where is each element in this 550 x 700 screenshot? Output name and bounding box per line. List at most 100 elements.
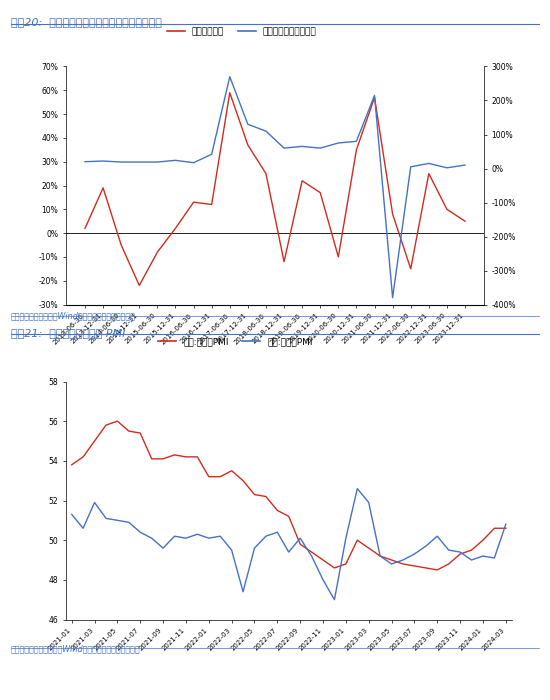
行业净利润增速（右） bbox=[154, 158, 161, 166]
行业营收增速 bbox=[426, 169, 432, 178]
Text: 图興20:  机械设备行业单季度营收、净利润增速: 图興20: 机械设备行业单季度营收、净利润增速 bbox=[11, 18, 162, 27]
行业净利润增速（右） bbox=[227, 73, 233, 81]
中国:制造业PMI bbox=[503, 520, 509, 528]
行业净利润增速（右） bbox=[408, 162, 414, 171]
中国:制造业PMI bbox=[446, 546, 452, 554]
Line: 中国:制造业PMI: 中国:制造业PMI bbox=[72, 489, 506, 600]
中国:制造业PMI bbox=[91, 498, 98, 507]
中国:制造业PMI bbox=[354, 484, 361, 493]
Line: 行业营收增速: 行业营收增速 bbox=[85, 92, 465, 286]
行业净利润增速（右） bbox=[299, 142, 305, 150]
中国:制造业PMI bbox=[160, 544, 167, 552]
中国:制造业PMI bbox=[103, 514, 109, 522]
中国:制造业PMI bbox=[343, 534, 349, 542]
全球:制造业PMI bbox=[206, 473, 212, 481]
全球:制造业PMI bbox=[160, 454, 167, 463]
中国:制造业PMI bbox=[422, 542, 429, 550]
中国:制造业PMI bbox=[240, 587, 246, 596]
全球:制造业PMI bbox=[309, 548, 315, 556]
全球:制造业PMI bbox=[411, 561, 417, 570]
全球:制造业PMI bbox=[422, 564, 429, 572]
行业净利润增速（右） bbox=[280, 144, 287, 153]
行业营收增速 bbox=[263, 169, 270, 178]
行业净利润增速（右） bbox=[100, 157, 106, 165]
行业营收增速 bbox=[190, 198, 197, 206]
行业净利润增速（右） bbox=[371, 91, 378, 99]
全球:制造业PMI bbox=[285, 512, 292, 521]
行业净利润增速（右） bbox=[317, 144, 323, 153]
行业营收增速 bbox=[353, 146, 360, 154]
全球:制造业PMI bbox=[400, 560, 406, 568]
Text: 图興21:  全球、我国制造业 PMI: 图興21: 全球、我国制造业 PMI bbox=[11, 328, 125, 337]
全球:制造业PMI bbox=[68, 461, 75, 469]
行业营收增速 bbox=[389, 210, 396, 218]
全球:制造业PMI bbox=[457, 550, 464, 559]
中国:制造业PMI bbox=[365, 498, 372, 507]
中国:制造业PMI bbox=[320, 575, 326, 584]
中国:制造业PMI bbox=[411, 550, 417, 559]
中国:制造业PMI bbox=[137, 528, 144, 536]
中国:制造业PMI bbox=[480, 552, 486, 560]
全球:制造业PMI bbox=[491, 524, 498, 533]
行业营收增速 bbox=[444, 205, 450, 214]
全球:制造业PMI bbox=[262, 492, 269, 500]
全球:制造业PMI bbox=[377, 552, 383, 560]
中国:制造业PMI bbox=[274, 528, 280, 536]
全球:制造业PMI bbox=[365, 544, 372, 552]
中国:制造业PMI bbox=[68, 510, 75, 519]
行业净利润增速（右） bbox=[82, 158, 89, 166]
中国:制造业PMI bbox=[125, 518, 132, 526]
全球:制造业PMI bbox=[125, 427, 132, 435]
中国:制造业PMI bbox=[377, 552, 383, 560]
全球:制造业PMI bbox=[297, 540, 304, 548]
Legend: 全球:制造业PMI, 中国:制造业PMI: 全球:制造业PMI, 中国:制造业PMI bbox=[154, 334, 316, 350]
中国:制造业PMI bbox=[285, 548, 292, 556]
全球:制造业PMI bbox=[388, 556, 395, 564]
全球:制造业PMI bbox=[468, 546, 475, 554]
行业净利润增速（右） bbox=[444, 164, 450, 172]
行业营收增速 bbox=[408, 265, 414, 273]
中国:制造业PMI bbox=[309, 552, 315, 560]
全球:制造业PMI bbox=[114, 417, 120, 426]
全球:制造业PMI bbox=[446, 560, 452, 568]
行业净利润增速（右） bbox=[245, 120, 251, 129]
行业净利润增速（右） bbox=[172, 156, 179, 164]
全球:制造业PMI bbox=[274, 506, 280, 514]
全球:制造业PMI bbox=[434, 566, 441, 574]
中国:制造业PMI bbox=[434, 532, 441, 540]
行业营收增速 bbox=[100, 183, 106, 192]
全球:制造业PMI bbox=[331, 564, 338, 572]
行业净利润增速（右） bbox=[353, 137, 360, 146]
全球:制造业PMI bbox=[320, 556, 326, 564]
行业营收增速 bbox=[371, 93, 378, 102]
中国:制造业PMI bbox=[114, 516, 120, 524]
行业净利润增速（右） bbox=[208, 150, 215, 158]
行业营收增速 bbox=[461, 217, 468, 225]
行业营收增速 bbox=[136, 281, 142, 290]
中国:制造业PMI bbox=[228, 546, 235, 554]
中国:制造业PMI bbox=[148, 534, 155, 542]
行业净利润增速（右） bbox=[263, 127, 270, 135]
中国:制造业PMI bbox=[80, 524, 86, 533]
全球:制造业PMI bbox=[137, 429, 144, 438]
中国:制造业PMI bbox=[491, 554, 498, 562]
全球:制造业PMI bbox=[148, 454, 155, 463]
行业营收增速 bbox=[335, 253, 342, 261]
行业净利润增速（右） bbox=[136, 158, 142, 166]
全球:制造业PMI bbox=[183, 453, 189, 461]
行业营收增速 bbox=[317, 188, 323, 197]
全球:制造业PMI bbox=[91, 437, 98, 445]
中国:制造业PMI bbox=[251, 544, 258, 552]
中国:制造业PMI bbox=[262, 532, 269, 540]
行业营收增速 bbox=[299, 176, 305, 185]
行业营收增速 bbox=[154, 248, 161, 256]
中国:制造业PMI bbox=[183, 534, 189, 542]
中国:制造业PMI bbox=[194, 530, 201, 538]
全球:制造业PMI bbox=[343, 560, 349, 568]
全球:制造业PMI bbox=[480, 536, 486, 545]
全球:制造业PMI bbox=[171, 451, 178, 459]
全球:制造业PMI bbox=[217, 473, 223, 481]
全球:制造业PMI bbox=[354, 536, 361, 545]
中国:制造业PMI bbox=[457, 548, 464, 556]
行业营收增速 bbox=[208, 200, 215, 209]
